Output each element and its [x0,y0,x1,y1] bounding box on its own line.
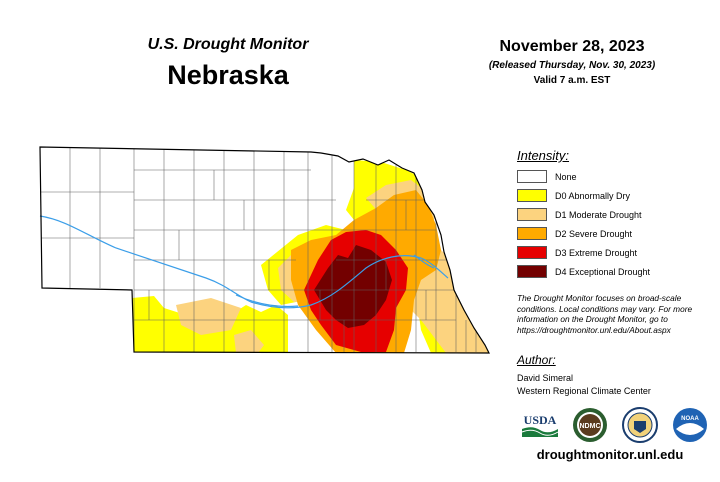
usda-logo-icon: USDA [521,413,559,437]
legend-swatch [517,227,547,240]
legend-swatch [517,246,547,259]
svg-text:NDMC: NDMC [580,423,601,430]
legend-label: D3 Extreme Drought [555,247,638,258]
state-title: Nebraska [167,60,289,90]
legend-label: D0 Abnormally Dry [555,190,631,201]
program-title: U.S. Drought Monitor [147,36,309,53]
county-boundaries [40,147,477,352]
state-outline [39,146,490,354]
release-date: (Released Thursday, Nov. 30, 2023) [488,60,656,71]
legend-swatch [517,189,547,202]
author-organization: Western Regional Climate Center [517,386,651,396]
legend-label: D1 Moderate Drought [555,209,642,220]
valid-time: Valid 7 a.m. EST [533,75,611,86]
legend-item-d4: D4 Exceptional Drought [517,264,650,279]
author-heading: Author: [517,353,556,367]
legend-item-none: None [517,169,577,184]
noaa-logo-icon: NOAA [673,408,707,442]
legend-item-d3: D3 Extreme Drought [517,245,637,260]
svg-text:USDA: USDA [524,413,557,427]
legend-swatch [517,208,547,221]
legend-title: Intensity: [517,148,570,163]
legend-item-d2: D2 Severe Drought [517,226,632,241]
nebraska-drought-map [39,146,490,354]
author-name: David Simeral [517,373,574,383]
legend-swatch [517,265,547,278]
website-url[interactable]: droughtmonitor.unl.edu [536,447,684,462]
legend-label: None [555,171,577,182]
ndmc-logo-icon: NDMC [573,408,607,442]
map-date: November 28, 2023 [499,38,645,55]
rivers [39,215,449,309]
svg-text:NOAA: NOAA [681,416,699,422]
d4-area [314,245,392,328]
legend-item-d1: D1 Moderate Drought [517,207,642,222]
disclaimer-note: The Drought Monitor focuses on broad-sca… [517,293,693,335]
legend-swatch [517,170,547,183]
legend-item-d0: D0 Abnormally Dry [517,188,630,203]
legend-label: D4 Exceptional Drought [555,266,651,277]
doc-seal-icon [622,407,658,443]
legend-label: D2 Severe Drought [555,228,633,239]
